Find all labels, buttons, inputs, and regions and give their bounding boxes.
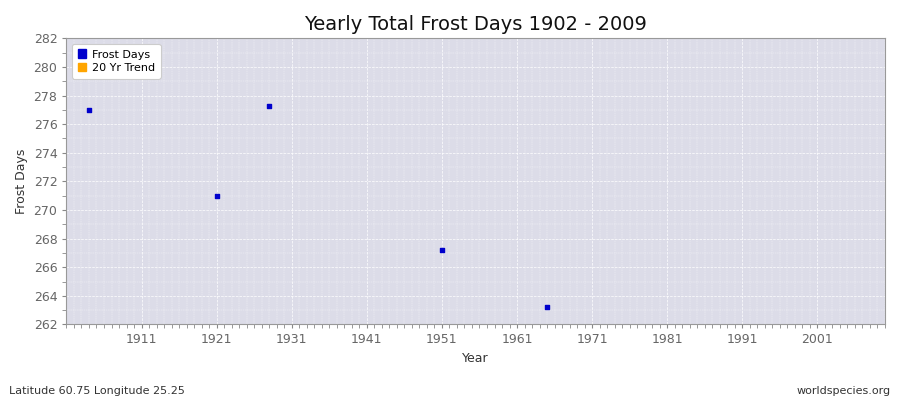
- X-axis label: Year: Year: [463, 352, 489, 365]
- Text: Latitude 60.75 Longitude 25.25: Latitude 60.75 Longitude 25.25: [9, 386, 184, 396]
- Text: worldspecies.org: worldspecies.org: [796, 386, 891, 396]
- Legend: Frost Days, 20 Yr Trend: Frost Days, 20 Yr Trend: [72, 44, 161, 78]
- Point: [435, 247, 449, 253]
- Point: [210, 192, 224, 199]
- Point: [82, 107, 96, 113]
- Point: [540, 304, 554, 310]
- Y-axis label: Frost Days: Frost Days: [15, 149, 28, 214]
- Title: Yearly Total Frost Days 1902 - 2009: Yearly Total Frost Days 1902 - 2009: [304, 15, 647, 34]
- Point: [262, 102, 276, 109]
